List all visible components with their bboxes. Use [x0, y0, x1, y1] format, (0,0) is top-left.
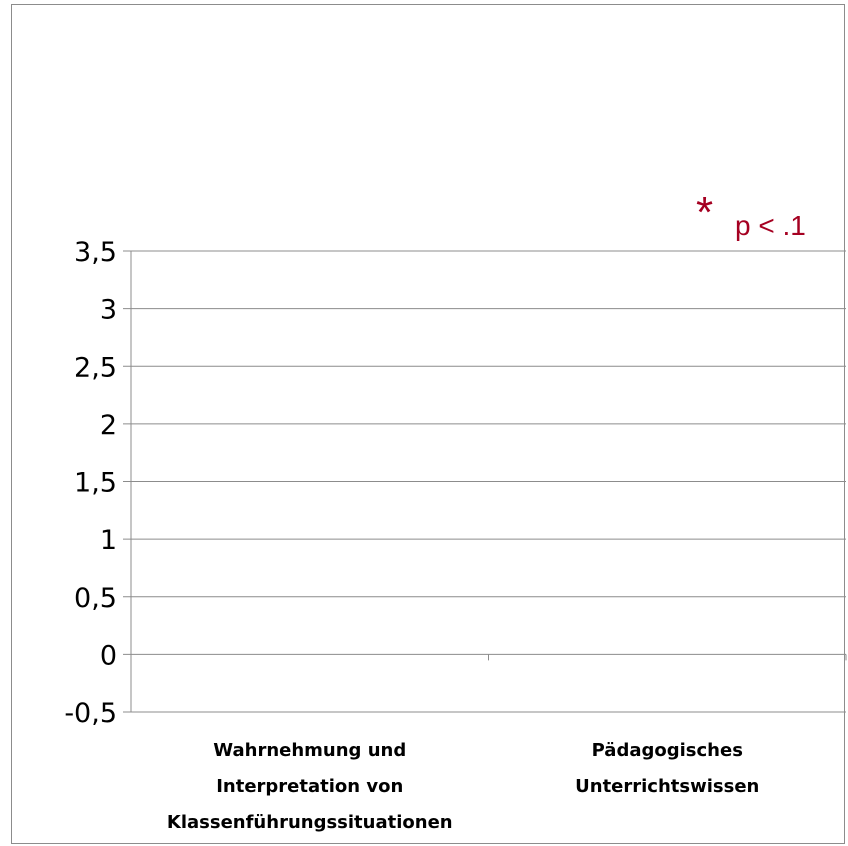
- significance-label: p < .1: [735, 210, 806, 241]
- x-category-label-line: Klassenführungssituationen: [167, 812, 453, 833]
- y-tick-label: 0: [100, 640, 117, 671]
- y-tick-label: 2,5: [74, 352, 117, 383]
- y-tick-labels: 3,5 3 2,5 2 1,5 1 0,5 0 -0,5: [64, 237, 117, 729]
- x-category-label: Pädagogisches Unterrichtswissen: [575, 740, 759, 797]
- y-tick-label: -0,5: [64, 698, 117, 729]
- x-category-label-line: Pädagogisches: [592, 740, 743, 761]
- y-tick-label: 3,5: [74, 237, 117, 268]
- x-category-label-line: Unterrichtswissen: [575, 776, 759, 797]
- y-tick-label: 1,5: [74, 468, 117, 499]
- x-category-label-line: Wahrnehmung und: [213, 740, 406, 761]
- y-tick-label: 2: [100, 410, 117, 441]
- significance-note: * p < .1: [696, 188, 806, 241]
- y-tick-label: 1: [100, 525, 117, 556]
- x-axis: [130, 654, 847, 661]
- x-category-label-line: Interpretation von: [216, 776, 403, 797]
- y-tick-label: 0,5: [74, 583, 117, 614]
- gridlines: [123, 250, 846, 713]
- y-tick-label: 3: [100, 295, 117, 326]
- x-category-labels: Wahrnehmung und Interpretation von Klassen…: [167, 740, 759, 833]
- x-category-label: Wahrnehmung und Interpretation von Klassen…: [167, 740, 453, 833]
- significance-star: *: [696, 188, 713, 237]
